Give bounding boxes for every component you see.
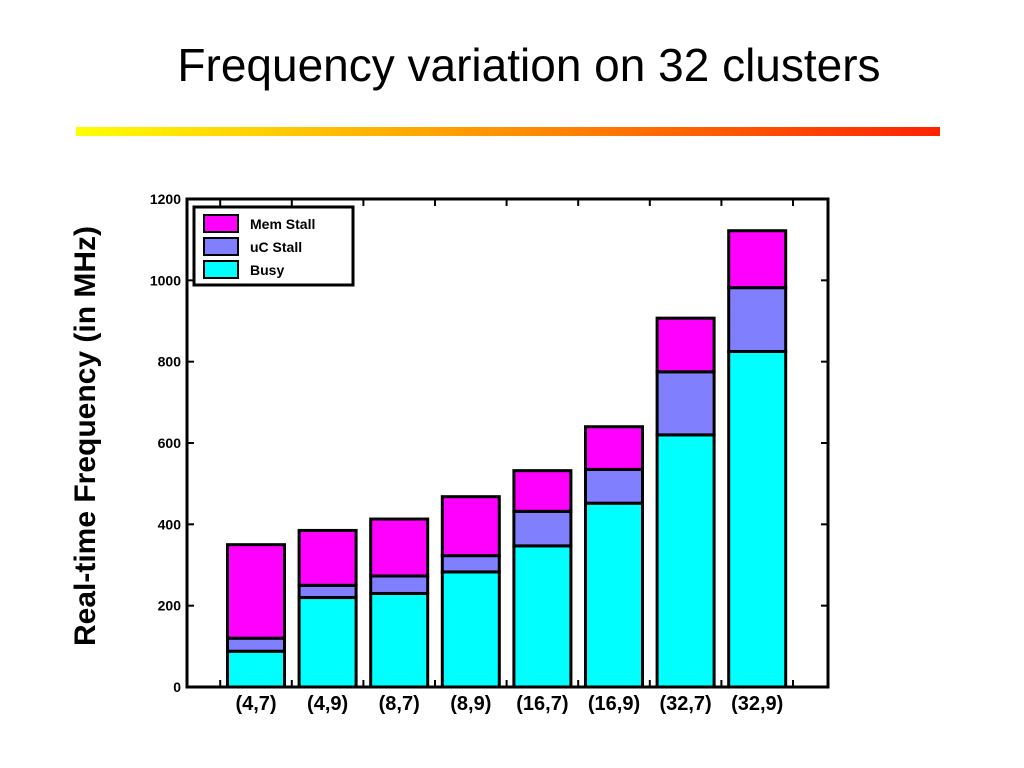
- bar-segment-mem-stall: [297, 528, 358, 587]
- y-axis-label: Real-time Frequency (in MHz): [69, 226, 102, 646]
- bar-segment-mem-stall: [369, 517, 430, 578]
- legend-swatch-mem-stall: [203, 214, 239, 233]
- legend-swatch-uc-stall: [203, 237, 239, 256]
- legend-swatch-busy: [203, 260, 239, 279]
- bar-segment-uc-stall: [727, 286, 788, 353]
- y-tick-label: 1000: [150, 272, 181, 288]
- x-axis-category-labels: (4,7) (4,9) (8,7) (8,9) (16,7) (16,9) (32,7) (3…: [235, 693, 783, 715]
- bar-segment-mem-stall: [655, 316, 716, 374]
- y-tick-label: 200: [158, 598, 182, 614]
- bar-segment-mem-stall: [584, 425, 644, 471]
- y-tick-label: 400: [158, 516, 182, 532]
- legend-label-busy: Busy: [250, 262, 284, 278]
- y-tick-label: 600: [158, 435, 182, 451]
- bar-segment-mem-stall: [512, 469, 573, 513]
- slide-title: Frequency variation on 32 clusters: [177, 39, 881, 91]
- bar-segment-busy: [512, 544, 573, 689]
- bar-segment-busy: [584, 501, 644, 689]
- bar-segment-busy: [226, 649, 286, 689]
- x-category-label: (32,9): [731, 693, 783, 715]
- bar-segment-mem-stall: [727, 229, 788, 290]
- bar-segment-uc-stall: [512, 509, 573, 548]
- x-category-label: (8,7): [379, 693, 420, 715]
- bar-segment-uc-stall: [584, 467, 644, 505]
- bar-segment-mem-stall: [440, 495, 501, 558]
- bars-layer: [226, 229, 788, 689]
- y-tick-label: 800: [158, 354, 182, 370]
- title-divider-rule: [76, 127, 940, 136]
- bar-segment-busy: [727, 350, 788, 689]
- legend: Mem Stall uC Stall Busy: [192, 205, 355, 287]
- bar-segment-busy: [369, 591, 430, 689]
- x-category-label: (4,7): [235, 693, 276, 715]
- bar-segment-busy: [297, 596, 358, 689]
- x-category-label: (32,7): [659, 693, 711, 715]
- x-category-label: (8,9): [450, 693, 491, 715]
- legend-label-uc-stall: uC Stall: [250, 239, 302, 255]
- y-axis-ticks: 0 200 400 600 800 1000 1200: [150, 191, 828, 695]
- y-tick-label: 1200: [150, 191, 181, 207]
- bar-segment-mem-stall: [226, 543, 286, 640]
- bar-segment-uc-stall: [226, 636, 286, 653]
- legend-label-mem-stall: Mem Stall: [250, 216, 315, 232]
- x-category-label: (16,7): [516, 693, 568, 715]
- x-category-label: (16,9): [588, 693, 640, 715]
- bar-segment-uc-stall: [369, 574, 430, 595]
- bar-segment-uc-stall: [297, 583, 358, 600]
- y-tick-label: 0: [173, 679, 181, 695]
- bar-segment-busy: [440, 570, 501, 689]
- bar-segment-uc-stall: [440, 554, 501, 574]
- bar-segment-uc-stall: [655, 370, 716, 437]
- bar-segment-busy: [655, 433, 716, 689]
- x-category-label: (4,9): [307, 693, 348, 715]
